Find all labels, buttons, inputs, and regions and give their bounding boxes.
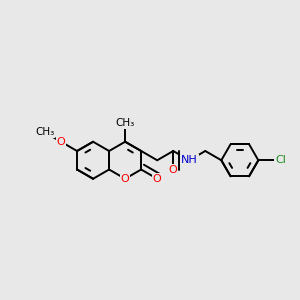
Text: CH₃: CH₃ — [116, 118, 135, 128]
Text: O: O — [169, 164, 178, 175]
Text: Cl: Cl — [275, 155, 286, 165]
Text: NH: NH — [181, 155, 198, 165]
Text: O: O — [153, 174, 162, 184]
Text: CH₃: CH₃ — [35, 128, 55, 137]
Text: O: O — [121, 174, 130, 184]
Text: O: O — [57, 137, 65, 147]
